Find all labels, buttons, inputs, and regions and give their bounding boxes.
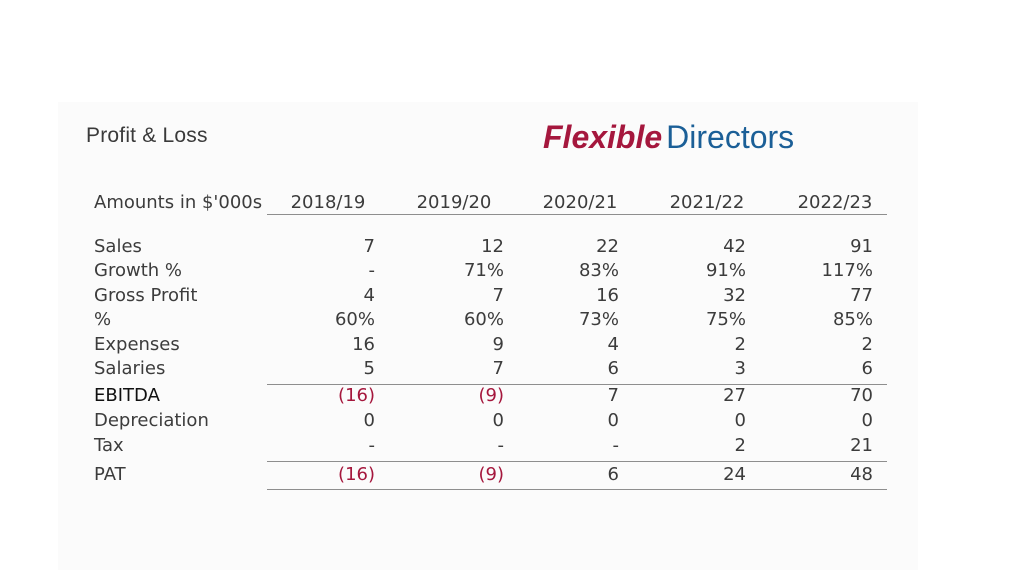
column-header-year: 2022/23	[797, 192, 873, 213]
pat-rule-bottom	[267, 489, 887, 490]
table-cell: 7	[607, 385, 619, 406]
table-cell: 0	[861, 410, 873, 431]
table-cell: 5	[363, 358, 375, 379]
table-cell: 73%	[578, 309, 619, 330]
table-cell: 0	[607, 410, 619, 431]
table-cell: 75%	[705, 309, 746, 330]
table-cell: 0	[734, 410, 746, 431]
table-cell: -	[368, 260, 376, 281]
table-cell: (9)	[478, 385, 505, 406]
table-cell: 60%	[463, 309, 504, 330]
table-cell: 12	[481, 236, 504, 257]
table-cell: 22	[596, 236, 619, 257]
table-cell: -	[368, 435, 376, 456]
column-header-year: 2018/19	[290, 192, 366, 213]
table-cell: 85%	[832, 309, 873, 330]
table-cell: 71%	[463, 260, 504, 281]
table-cell: 24	[723, 464, 746, 485]
column-header-year: 2021/22	[669, 192, 745, 213]
table-cell: -	[612, 435, 620, 456]
table-cell: 32	[723, 285, 746, 306]
row-label: EBITDA	[94, 385, 160, 406]
column-header-year: 2020/21	[542, 192, 618, 213]
table-cell: 27	[723, 385, 746, 406]
table-cell: 91%	[705, 260, 746, 281]
row-label: Growth %	[94, 260, 182, 281]
table-cell: 117%	[821, 260, 873, 281]
row-label: %	[94, 309, 112, 330]
table-cell: 42	[723, 236, 746, 257]
table-cell: 9	[492, 334, 504, 355]
table-cell: 2	[734, 334, 746, 355]
table-cell: 2	[734, 435, 746, 456]
table-cell: 7	[363, 236, 375, 257]
table-cell: (16)	[338, 464, 375, 485]
content-panel	[58, 102, 918, 570]
brand-logo-part1: Flexible	[543, 119, 663, 155]
table-cell: 6	[607, 464, 619, 485]
table-cell: 21	[850, 435, 873, 456]
table-cell: 70	[850, 385, 873, 406]
table-cell: -	[497, 435, 505, 456]
table-cell: 83%	[578, 260, 619, 281]
header-rule	[267, 214, 887, 215]
column-header-year: 2019/20	[416, 192, 492, 213]
table-cell: 0	[363, 410, 375, 431]
table-cell: 91	[850, 236, 873, 257]
table-cell: 6	[607, 358, 619, 379]
page-title: Profit & Loss	[86, 124, 208, 147]
row-label: Tax	[94, 435, 124, 456]
table-cell: 3	[734, 358, 746, 379]
row-label: PAT	[94, 464, 126, 485]
pat-rule-top	[267, 461, 887, 462]
table-cell: 77	[850, 285, 873, 306]
row-label: Salaries	[94, 358, 166, 379]
table-cell: 16	[352, 334, 375, 355]
table-cell: (9)	[478, 464, 505, 485]
row-label: Sales	[94, 236, 142, 257]
brand-logo-part2: Directors	[666, 119, 795, 155]
table-cell: 48	[850, 464, 873, 485]
table-cell: 7	[492, 358, 504, 379]
table-cell: 16	[596, 285, 619, 306]
row-label: Expenses	[94, 334, 180, 355]
table-cell: 0	[492, 410, 504, 431]
table-cell: 4	[607, 334, 619, 355]
table-cell: 2	[861, 334, 873, 355]
table-cell: 4	[363, 285, 375, 306]
table-cell: (16)	[338, 385, 375, 406]
table-cell: 6	[861, 358, 873, 379]
table-cell: 7	[492, 285, 504, 306]
table-cell: 60%	[334, 309, 375, 330]
row-label: Gross Profit	[94, 285, 198, 306]
row-label: Depreciation	[94, 410, 209, 431]
brand-logo: Flexible Directors	[543, 119, 794, 156]
ebitda-rule	[267, 384, 887, 385]
table-header-label: Amounts in $'000s	[94, 192, 263, 213]
